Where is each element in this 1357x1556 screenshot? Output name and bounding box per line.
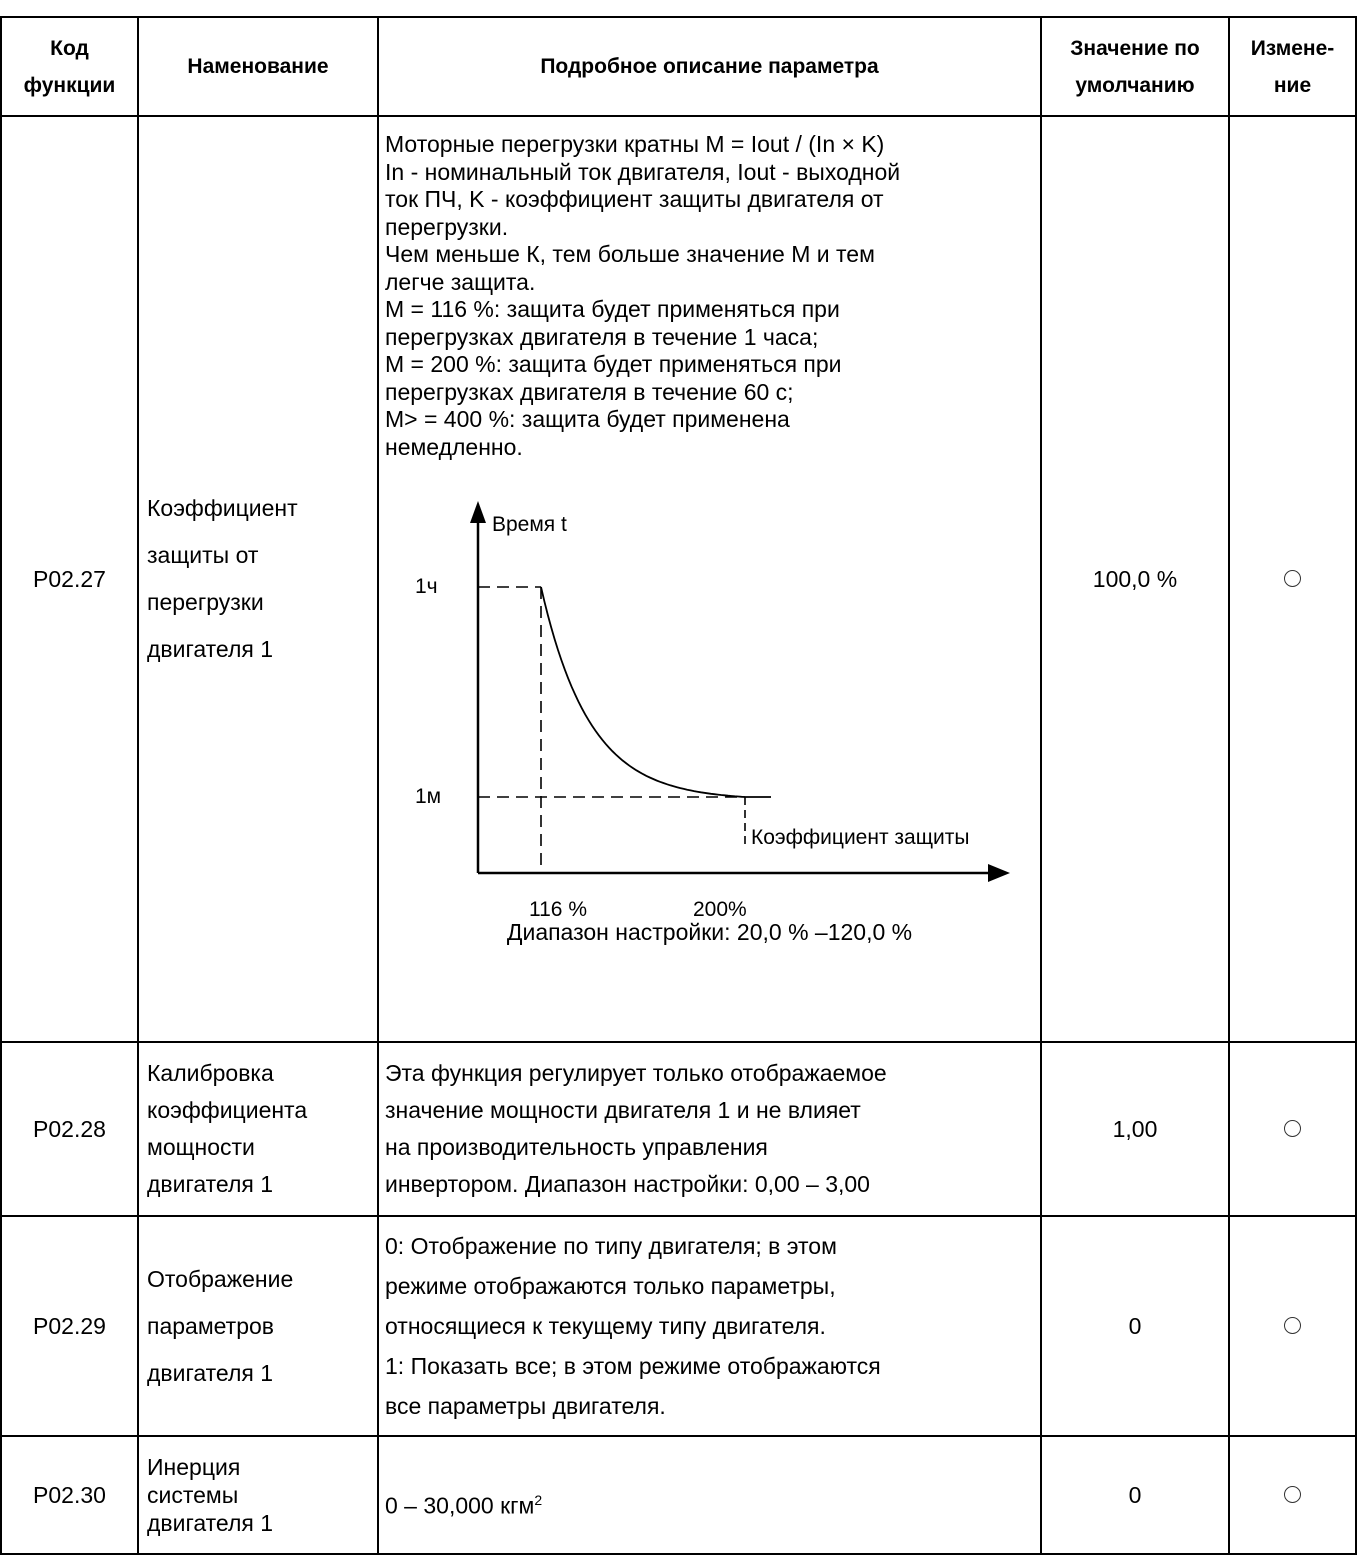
circle-icon	[1284, 1119, 1301, 1137]
description-text: Моторные перегрузки кратны M = Iout / (I…	[385, 131, 901, 460]
header-change: Измене- ние	[1228, 16, 1357, 117]
table-row: P02.27 Коэффициент защиты от перегрузки …	[0, 115, 1357, 1043]
overload-chart: Время t Коэффициент защиты 1ч 1м 116 % 2…	[385, 461, 1045, 921]
header-description: Подробное описание параметра	[377, 16, 1042, 117]
parameter-description: 0 – 30,000 кгм2	[377, 1435, 1042, 1555]
overload-curve	[540, 586, 746, 798]
parameter-description: 0: Отображение по типу двигателя; в этом…	[377, 1215, 1042, 1437]
header-code: Код функции	[0, 16, 139, 117]
inertia-range: 0 – 30,000 кгм	[385, 1492, 535, 1519]
parameter-description: Моторные перегрузки кратны M = Iout / (I…	[377, 115, 1042, 1043]
parameter-name: Калибровка коэффициента мощности двигате…	[137, 1041, 379, 1217]
parameter-description: Эта функция регулирует только отображаем…	[377, 1041, 1042, 1217]
table-row: P02.29 Отображение параметров двигателя …	[0, 1215, 1357, 1437]
header-default: Значение по умолчанию	[1040, 16, 1230, 117]
parameter-table: Код функции Наменование Подробное описан…	[0, 16, 1357, 1555]
y-tick-label: 1ч	[415, 575, 438, 598]
y-tick-label: 1м	[415, 785, 441, 808]
default-value: 0	[1040, 1215, 1230, 1437]
x-axis-arrow	[988, 864, 1010, 882]
circle-icon	[1284, 1316, 1301, 1334]
change-indicator	[1228, 1215, 1357, 1437]
circle-icon	[1284, 1485, 1301, 1503]
parameter-name: Отображение параметров двигателя 1	[137, 1215, 379, 1437]
circle-icon	[1284, 569, 1301, 587]
function-code: P02.30	[0, 1435, 139, 1555]
parameter-name: Коэффициент защиты от перегрузки двигате…	[137, 115, 379, 1043]
header-name: Наменование	[137, 16, 379, 117]
x-tick-label: 116 %	[529, 898, 587, 921]
header-row: Код функции Наменование Подробное описан…	[0, 16, 1357, 117]
default-value: 1,00	[1040, 1041, 1230, 1217]
x-axis-label: Коэффициент защиты	[751, 826, 969, 849]
change-indicator	[1228, 1435, 1357, 1555]
superscript-2: 2	[534, 1492, 543, 1509]
table-row: P02.28 Калибровка коэффициента мощности …	[0, 1041, 1357, 1217]
default-value: 100,0 %	[1040, 115, 1230, 1043]
change-indicator	[1228, 115, 1357, 1043]
parameter-name: Инерция системы двигателя 1	[137, 1435, 379, 1555]
change-indicator	[1228, 1041, 1357, 1217]
function-code: P02.27	[0, 115, 139, 1043]
setting-range: Диапазон настройки: 20,0 % –120,0 %	[506, 919, 913, 945]
function-code: P02.29	[0, 1215, 139, 1437]
function-code: P02.28	[0, 1041, 139, 1217]
y-axis-arrow	[470, 501, 486, 523]
table-row: P02.30 Инерция системы двигателя 1 0 – 3…	[0, 1435, 1357, 1555]
overload-chart-svg: Время t Коэффициент защиты 1ч 1м 116 % 2…	[415, 501, 1010, 921]
x-tick-label: 200%	[693, 898, 747, 921]
default-value: 0	[1040, 1435, 1230, 1555]
y-axis-label: Время t	[492, 513, 567, 536]
